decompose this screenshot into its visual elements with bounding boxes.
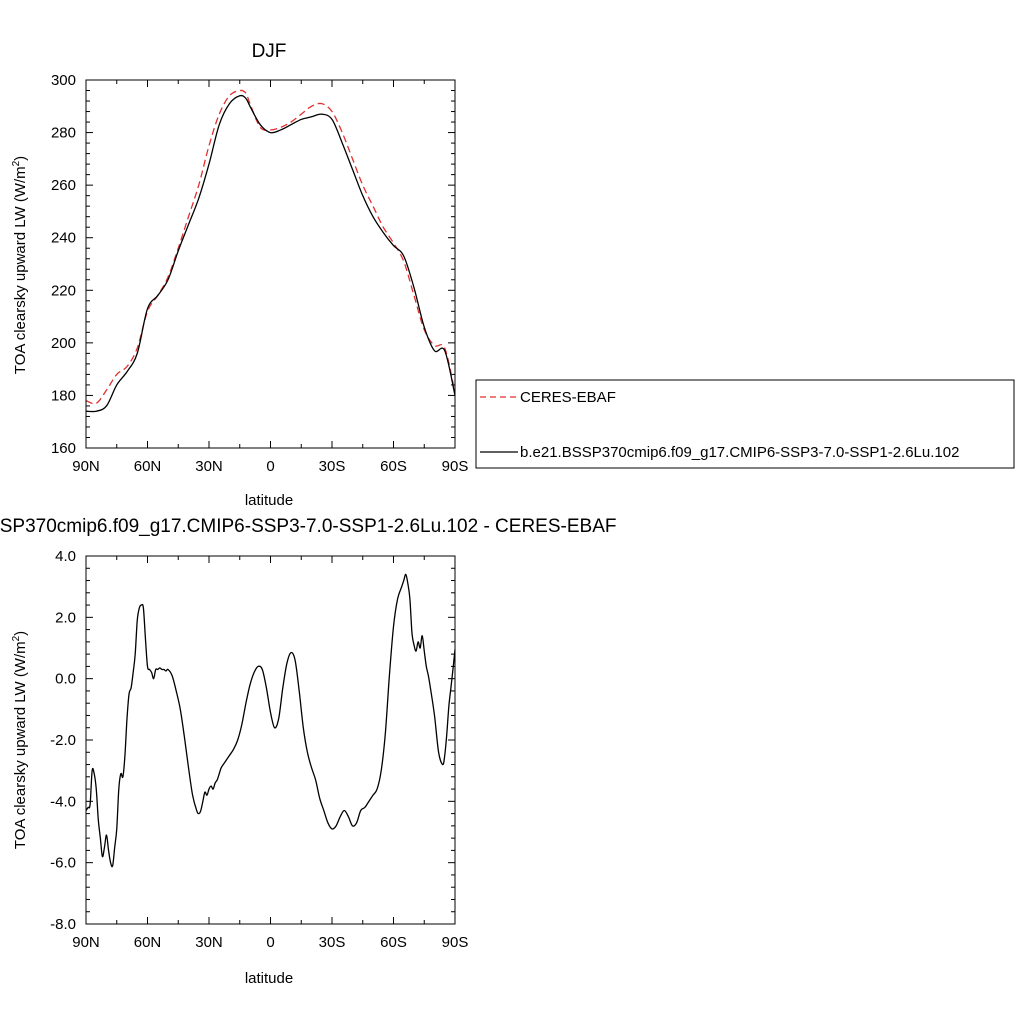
top-y-tick-label: 200	[51, 335, 76, 352]
top-chart-title: DJF	[252, 41, 287, 62]
bottom-plot-frame	[85, 555, 456, 925]
bottom-x-tick-label: 0	[266, 934, 274, 951]
bottom-y-tick-label: 4.0	[55, 548, 76, 565]
legend-box	[475, 379, 1015, 469]
top-y-tick-label: 300	[51, 72, 76, 89]
top-x-tick-label: 30N	[195, 458, 223, 475]
legend-label-model: b.e21.BSSP370cmip6.f09_g17.CMIP6-SSP3-7.…	[520, 444, 959, 461]
top-y-axis-label-superscript: 2	[11, 160, 22, 166]
top-y-axis-label: TOA clearsky upward LW (W/m2)	[11, 156, 29, 374]
bottom-y-tick-label: -4.0	[50, 793, 76, 810]
top-y-tick-label: 180	[51, 387, 76, 404]
top-x-axis-label: latitude	[245, 492, 293, 509]
svg-text:TOA clearsky upward LW (W/m2): TOA clearsky upward LW (W/m2)	[11, 631, 29, 849]
legend: CERES-EBAF b.e21.BSSP370cmip6.f09_g17.CM…	[475, 379, 1015, 469]
top-x-tick-label: 30S	[319, 458, 346, 475]
bottom-y-axis-label-close: )	[12, 631, 29, 636]
legend-label-ceres: CERES-EBAF	[520, 389, 616, 406]
bottom-x-tick-label: 90S	[442, 934, 469, 951]
top-x-tick-label: 0	[266, 458, 274, 475]
bottom-y-axis-label-main: TOA clearsky upward LW (W/m	[12, 641, 29, 849]
top-y-tick-label: 220	[51, 282, 76, 299]
top-x-tick-label: 60S	[380, 458, 407, 475]
top-y-axis-label-close: )	[12, 156, 29, 161]
bottom-y-tick-label: -8.0	[50, 916, 76, 933]
top-series-line-1	[85, 89, 456, 405]
bottom-y-tick-label: 0.0	[55, 671, 76, 688]
top-x-tick-label: 90N	[72, 458, 100, 475]
bottom-series-line-1	[85, 573, 456, 868]
bottom-y-axis-label: TOA clearsky upward LW (W/m2)	[11, 631, 29, 849]
top-panel: DJF TOA clearsky upward LW (W/m2) latitu…	[11, 41, 468, 509]
top-plot-frame	[85, 79, 456, 449]
bottom-chart-title: b.e21.BSSP370cmip6.f09_g17.CMIP6-SSP3-7.…	[0, 516, 616, 537]
top-y-axis-label-main: TOA clearsky upward LW (W/m	[12, 166, 29, 374]
bottom-panel: b.e21.BSSP370cmip6.f09_g17.CMIP6-SSP3-7.…	[0, 516, 616, 987]
top-y-tick-label: 240	[51, 230, 76, 247]
bottom-y-tick-label: 2.0	[55, 609, 76, 626]
top-y-tick-label: 280	[51, 125, 76, 142]
bottom-y-axis-label-superscript: 2	[11, 635, 22, 641]
top-series-line-2	[85, 94, 456, 413]
bottom-y-tick-label: -6.0	[50, 855, 76, 872]
top-x-tick-label: 60N	[134, 458, 162, 475]
top-x-tick-label: 90S	[442, 458, 469, 475]
bottom-x-tick-label: 30S	[319, 934, 346, 951]
top-y-tick-label: 160	[51, 440, 76, 457]
bottom-x-tick-label: 60S	[380, 934, 407, 951]
bottom-x-tick-label: 30N	[195, 934, 223, 951]
bottom-x-axis-label: latitude	[245, 970, 293, 987]
top-y-tick-label: 260	[51, 177, 76, 194]
bottom-x-tick-label: 90N	[72, 934, 100, 951]
bottom-x-tick-label: 60N	[134, 934, 162, 951]
svg-text:TOA clearsky upward LW (W/m2): TOA clearsky upward LW (W/m2)	[11, 156, 29, 374]
bottom-y-tick-label: -2.0	[50, 732, 76, 749]
